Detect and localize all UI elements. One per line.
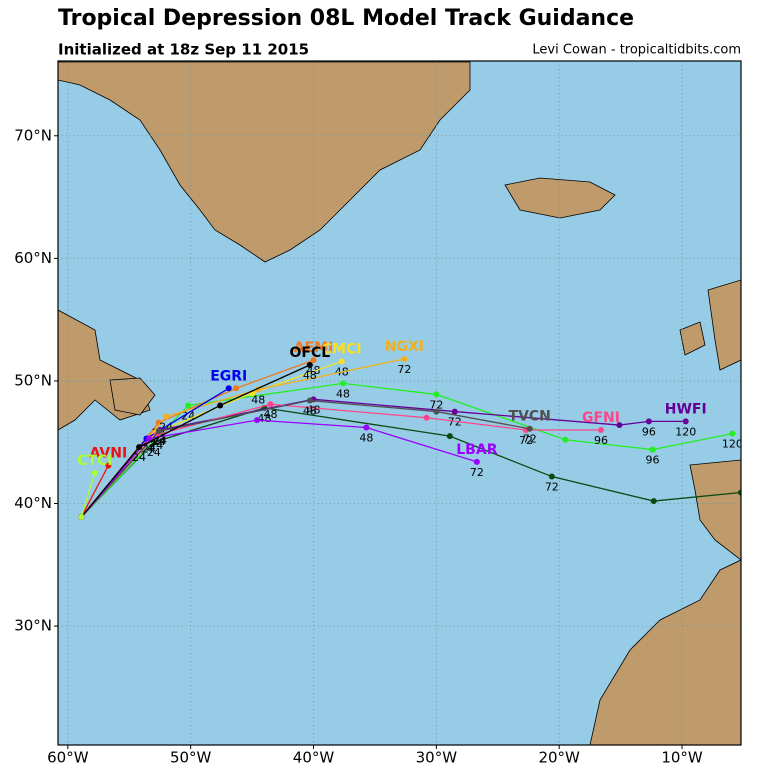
track-point — [433, 391, 440, 398]
forecast-hour: 72 — [470, 466, 484, 479]
forecast-hour: 24 — [181, 409, 195, 422]
y-tick-label: 60°N — [14, 249, 52, 267]
forecast-hour: 48 — [336, 387, 350, 400]
model-label: GFNI — [582, 410, 620, 426]
model-label: OFCL — [289, 345, 330, 361]
model-label: CTCI — [77, 453, 112, 469]
track-point — [616, 422, 623, 429]
x-tick-label: 60°W — [47, 749, 89, 767]
x-tick-label: 10°W — [661, 749, 703, 767]
ocean — [58, 61, 741, 745]
x-tick-label: 30°W — [416, 749, 458, 767]
track-point — [433, 408, 440, 415]
track-point — [338, 358, 345, 365]
track-point — [562, 436, 569, 443]
track-point — [306, 362, 313, 368]
forecast-hour: 72 — [545, 481, 559, 494]
track-point — [682, 418, 689, 425]
track-point — [446, 433, 453, 440]
track-point — [136, 444, 143, 451]
track-point — [78, 514, 85, 520]
track-point — [105, 462, 112, 469]
track-point — [185, 402, 192, 409]
track-point — [645, 418, 652, 425]
forecast-hour: 48 — [264, 408, 278, 421]
track-point — [423, 414, 430, 421]
forecast-hour: 120 — [675, 425, 696, 438]
track-point — [473, 458, 480, 465]
model-label: TVCN — [509, 409, 551, 425]
track-point — [145, 435, 152, 442]
forecast-hour: 72 — [397, 363, 411, 376]
track-point — [225, 385, 232, 392]
x-tick-label: 50°W — [170, 749, 212, 767]
track-point — [91, 469, 98, 476]
forecast-hour: 24 — [149, 439, 163, 452]
forecast-hour: 96 — [642, 425, 656, 438]
model-label: CMCI — [322, 341, 362, 357]
forecast-hour: 48 — [359, 432, 373, 445]
subtitle: Initialized at 18z Sep 11 2015 — [58, 41, 309, 59]
forecast-hour: 72 — [519, 434, 533, 447]
forecast-hour: 24 — [147, 446, 161, 459]
track-line — [80, 364, 311, 518]
track-point — [310, 357, 317, 364]
forecast-hour: 48 — [303, 369, 317, 382]
track-point — [217, 402, 224, 409]
land — [58, 61, 741, 745]
track-point — [451, 408, 458, 415]
forecast-hour: 24 — [142, 443, 156, 456]
forecast-hour: 96 — [594, 434, 608, 447]
forecast-hour: 24 — [132, 451, 146, 464]
x-tick-label: 20°W — [538, 749, 580, 767]
track-line — [80, 472, 96, 518]
y-tick-label: 30°N — [14, 617, 52, 635]
model-label: LBAR — [456, 442, 497, 458]
forecast-hour: 48 — [251, 394, 265, 407]
track-point — [163, 413, 170, 420]
forecast-hour: 120 — [722, 438, 743, 451]
track-point — [650, 498, 657, 505]
track-point — [155, 428, 162, 435]
track-point — [339, 380, 346, 387]
model-label: EGRI — [210, 368, 247, 384]
track-point — [306, 397, 313, 404]
track-point — [233, 385, 240, 392]
track-point — [729, 430, 736, 437]
track-point — [738, 489, 741, 496]
y-tick-label: 40°N — [14, 494, 52, 512]
forecast-hour: 72 — [523, 433, 537, 446]
x-tick-label: 40°W — [293, 749, 335, 767]
track-point — [254, 417, 261, 424]
forecast-hour: 48 — [303, 405, 317, 418]
y-tick-label: 50°N — [14, 371, 52, 389]
track-point — [649, 446, 656, 453]
forecast-hour: 72 — [448, 416, 462, 429]
forecast-hour: 72 — [429, 398, 443, 411]
track-point — [267, 401, 274, 408]
model-label: HWFI — [665, 401, 707, 417]
map-frame — [57, 60, 742, 746]
model-label: AEMI — [294, 340, 334, 356]
chart-title: Tropical Depression 08L Model Track Guid… — [58, 6, 634, 31]
forecast-hour: 48 — [307, 403, 321, 416]
track-point — [526, 425, 533, 432]
track-point — [597, 426, 604, 433]
track-point — [363, 424, 370, 431]
model-label: NGXI — [385, 339, 424, 355]
forecast-hour: 96 — [646, 454, 660, 467]
track-line — [80, 465, 109, 518]
y-tick-label: 70°N — [14, 126, 52, 144]
track-point — [401, 355, 408, 362]
track-point — [548, 473, 555, 480]
forecast-hour: 48 — [257, 412, 271, 425]
credit: Levi Cowan - tropicaltidbits.com — [532, 43, 741, 58]
model-label: AVNI — [90, 446, 128, 462]
